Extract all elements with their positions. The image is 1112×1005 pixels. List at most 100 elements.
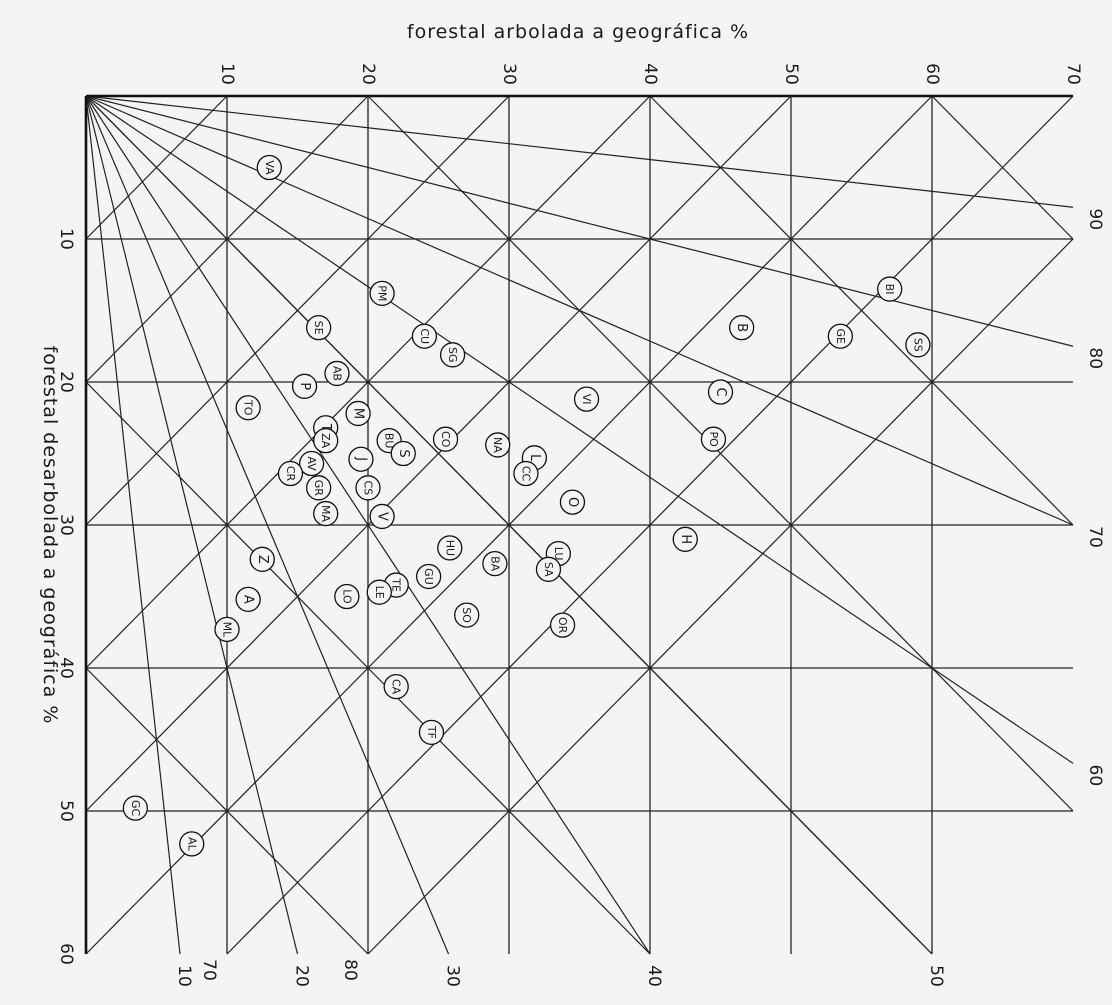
data-point: ZA	[313, 427, 339, 454]
data-point: C	[707, 379, 734, 405]
ratio-ray	[85, 95, 181, 955]
data-point: GU	[415, 563, 442, 590]
axes	[84, 94, 1073, 954]
x-tick-label: 50	[781, 63, 801, 85]
data-point-marker	[700, 426, 727, 452]
y-tick-label: 50	[56, 800, 76, 822]
data-point: TF	[418, 719, 445, 745]
x-tick-label: 10	[217, 63, 237, 85]
data-point-marker	[298, 450, 325, 477]
ratio-rays	[85, 95, 1074, 955]
data-point-marker	[672, 526, 698, 552]
data-point: GE	[827, 323, 853, 349]
data-point-marker	[366, 579, 392, 605]
data-point-label: T	[318, 423, 333, 432]
data-point: CU	[411, 323, 438, 349]
data-point-label: VI	[580, 394, 593, 405]
ratio-ray	[85, 95, 299, 955]
data-point-label: MA	[319, 505, 332, 522]
data-point-label: LU	[552, 547, 565, 561]
y-tick-label: 40	[56, 657, 76, 679]
data-point-marker	[827, 323, 853, 349]
data-point: SG	[439, 342, 466, 368]
data-point: S	[390, 440, 416, 467]
total-line-label: 70	[199, 959, 219, 981]
data-point-label: M	[351, 408, 366, 419]
data-point: GR	[305, 475, 332, 501]
data-point-label: VA	[263, 160, 276, 175]
ratio-ray-label: 40	[644, 965, 664, 987]
data-point-marker	[313, 427, 339, 454]
data-point: CS	[355, 475, 381, 501]
data-point: NA	[485, 432, 511, 458]
data-point-marker	[411, 323, 438, 349]
x-tick-label: 40	[640, 63, 660, 85]
data-point-label: ZA	[319, 433, 332, 449]
data-point-label: B	[734, 323, 749, 332]
ratio-ray-label: 50	[926, 965, 946, 987]
data-point-marker	[535, 556, 562, 582]
data-point-label: CO	[439, 431, 452, 448]
data-point-marker	[573, 386, 600, 412]
data-point-marker	[418, 719, 445, 745]
data-point-label: L	[527, 454, 542, 462]
data-point: AB	[324, 360, 350, 387]
data-point-label: CC	[519, 466, 532, 482]
total-line-label: 80	[340, 959, 360, 981]
data-point-label: V	[375, 512, 390, 521]
data-point-marker	[277, 460, 304, 487]
data-point-label: Z	[255, 555, 270, 564]
top-axis-label: forestal arbolada a geográfica %	[407, 21, 749, 43]
data-point: PM	[369, 280, 395, 306]
data-point-marker	[369, 280, 395, 306]
x-tick-label: 20	[358, 63, 378, 85]
data-point-label: HU	[443, 540, 456, 556]
data-point-marker	[235, 586, 261, 613]
data-point: GC	[122, 795, 149, 821]
x-tick-label: 70	[1063, 63, 1083, 85]
data-point: J	[348, 446, 374, 472]
data-point: CO	[432, 426, 459, 452]
data-point-label: S	[396, 449, 411, 457]
data-point-marker	[122, 795, 149, 821]
data-point: SA	[535, 556, 562, 582]
ratio-ray	[85, 95, 1074, 208]
data-point-label: LO	[340, 589, 353, 604]
ratio-ray-label: 80	[1085, 347, 1105, 369]
data-point-marker	[355, 475, 381, 501]
lattice-line	[931, 95, 1074, 240]
data-point-marker	[707, 379, 734, 405]
data-point-label: PM	[376, 285, 389, 301]
data-point: B	[729, 315, 755, 341]
data-point-label: CS	[362, 480, 375, 495]
total-line	[367, 238, 1074, 955]
data-point-marker	[432, 426, 459, 452]
data-point: TO	[235, 395, 261, 421]
data-point-marker	[324, 360, 350, 387]
data-point-label: CA	[390, 679, 403, 695]
data-point-label: SE	[312, 321, 325, 335]
data-point-label: TE	[390, 577, 403, 592]
data-point: CC	[513, 460, 539, 487]
data-point: HU	[437, 535, 463, 561]
data-point-label: OR	[556, 617, 569, 634]
y-tick-label: 20	[56, 371, 76, 393]
ratio-ray	[85, 95, 651, 955]
data-point: MA	[313, 500, 339, 527]
ratio-ray	[85, 95, 450, 955]
data-point: H	[672, 526, 698, 552]
data-point-label: PO	[707, 432, 720, 448]
data-point-label: LE	[373, 586, 386, 599]
data-point: LE	[366, 579, 392, 605]
y-tick-label: 60	[56, 943, 76, 965]
data-point: LO	[334, 583, 360, 610]
data-point: ML	[214, 616, 240, 643]
data-point: CA	[383, 673, 409, 700]
ratio-ray	[85, 95, 1074, 526]
data-point: BA	[482, 550, 508, 577]
data-point-marker	[249, 546, 275, 572]
ratio-ray-label: 60	[1085, 765, 1105, 787]
ratio-ray-label: 20	[292, 965, 312, 987]
